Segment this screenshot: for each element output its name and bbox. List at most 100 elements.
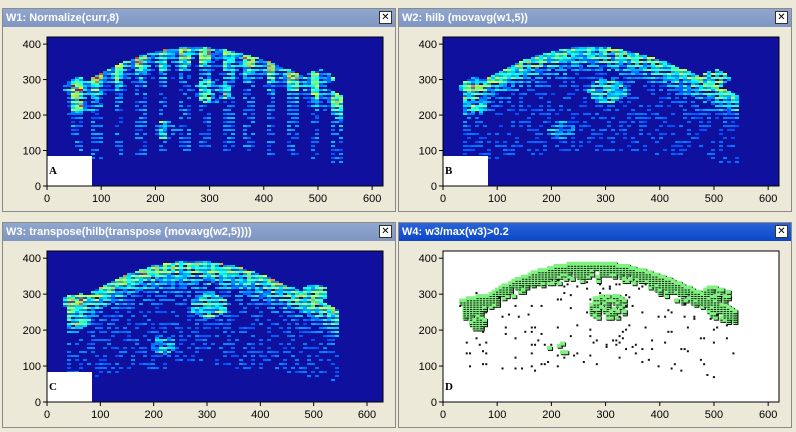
heatmap-cell — [595, 99, 599, 101]
heatmap-cell — [475, 141, 479, 143]
heatmap-cell — [711, 79, 715, 81]
heatmap-cell — [267, 299, 271, 301]
heatmap-cell — [331, 113, 335, 115]
heatmap-cell — [595, 105, 599, 107]
heatmap-cell — [591, 93, 595, 95]
heatmap-cell — [71, 101, 75, 103]
heatmap-cell — [687, 85, 691, 87]
heatmap-cell — [527, 67, 531, 69]
heatmap-cell — [699, 113, 703, 115]
heatmap-cell — [463, 107, 467, 109]
heatmap-cell — [327, 101, 331, 103]
heatmap-cell — [67, 83, 71, 85]
heatmap-cell — [203, 55, 207, 57]
heatmap-cell — [223, 301, 227, 303]
heatmap-cell — [699, 121, 703, 123]
heatmap-cell — [687, 145, 691, 147]
heatmap-cell — [627, 81, 631, 83]
heatmap-cell — [263, 359, 267, 361]
window-titlebar[interactable]: W1: Normalize(curr,8) — [3, 9, 395, 27]
heatmap-cell — [123, 285, 127, 287]
heatmap-cell — [643, 67, 647, 69]
heatmap-cell — [619, 91, 623, 93]
heatmap-cell — [75, 125, 79, 127]
heatmap-cell — [239, 359, 243, 361]
heatmap-cell — [79, 297, 83, 299]
heatmap-cell — [543, 57, 547, 59]
heatmap-cell — [79, 311, 83, 313]
mask-speck — [527, 313, 530, 316]
window-titlebar[interactable]: W2: hilb (movavg(w1,5)) — [399, 9, 791, 27]
heatmap-cell — [79, 315, 83, 317]
heatmap-cell — [103, 331, 107, 333]
heatmap-cell — [719, 149, 723, 151]
window-titlebar[interactable]: W4: w3/max(w3)>0.2 — [399, 223, 791, 241]
heatmap-cell — [487, 77, 491, 79]
heatmap-cell — [263, 291, 267, 293]
heatmap-cell — [247, 279, 251, 281]
heatmap-cell — [243, 109, 247, 111]
heatmap-cell — [243, 137, 247, 139]
heatmap-cell — [83, 103, 87, 105]
heatmap-cell — [103, 75, 107, 77]
heatmap-cell — [179, 105, 183, 107]
heatmap-cell — [91, 95, 95, 97]
heatmap-cell — [295, 133, 299, 135]
heatmap-cell — [79, 95, 83, 97]
close-icon[interactable]: ✕ — [379, 11, 392, 24]
window-titlebar[interactable]: W3: transpose(hilb(transpose (movavg(w2,… — [3, 223, 395, 241]
heatmap-cell — [99, 75, 103, 77]
heatmap-cell — [547, 61, 551, 63]
heatmap-cell — [603, 87, 607, 89]
mask-pixel — [524, 274, 530, 279]
heatmap-cell — [535, 133, 539, 135]
heatmap-cell — [203, 145, 207, 147]
heatmap-cell — [535, 109, 539, 111]
heatmap-cell — [199, 359, 203, 361]
heatmap-cell — [187, 97, 191, 99]
heatmap-cell — [687, 75, 691, 77]
heatmap-cell — [523, 93, 527, 95]
mask-pixel — [664, 294, 670, 299]
heatmap-cell — [159, 355, 163, 357]
heatmap-cell — [571, 77, 575, 79]
heatmap-cell — [571, 85, 575, 87]
close-icon[interactable]: ✕ — [775, 225, 788, 238]
heatmap-cell — [199, 297, 203, 299]
heatmap-cell — [119, 153, 123, 155]
heatmap-cell — [679, 89, 683, 91]
heatmap-cell — [523, 75, 527, 77]
heatmap-cell — [295, 323, 299, 325]
heatmap-cell — [79, 103, 83, 105]
heatmap-cell — [611, 141, 615, 143]
heatmap-cell — [107, 293, 111, 295]
heatmap-cell — [287, 69, 291, 71]
heatmap-cell — [203, 87, 207, 89]
heatmap-cell — [295, 371, 299, 373]
heatmap-cell — [307, 85, 311, 87]
heatmap-cell — [551, 61, 555, 63]
heatmap-cell — [327, 313, 331, 315]
heatmap-cell — [471, 89, 475, 91]
heatmap-cell — [479, 99, 483, 101]
heatmap-cell — [463, 129, 467, 131]
window-w2[interactable]: W2: hilb (movavg(w1,5)) ✕ B 0 100 200 300 400… — [398, 8, 792, 212]
close-icon[interactable]: ✕ — [775, 11, 788, 24]
heatmap-cell — [651, 57, 655, 59]
heatmap-cell — [143, 59, 147, 61]
heatmap-cells — [63, 261, 339, 381]
heatmap-cell — [155, 349, 159, 351]
window-w4[interactable]: W4: w3/max(w3)>0.2 ✕ D 0 100 200 300 400 500 60… — [398, 222, 792, 428]
window-w1[interactable]: W1: Normalize(curr,8) ✕ A 0 100 200 300 400 50… — [2, 8, 396, 212]
heatmap-cell — [207, 327, 211, 329]
heatmap-cell — [567, 49, 571, 51]
window-w3[interactable]: W3: transpose(hilb(transpose (movavg(w2,… — [2, 222, 396, 428]
heatmap-cell — [215, 319, 219, 321]
close-icon[interactable]: ✕ — [379, 225, 392, 238]
heatmap-cell — [671, 85, 675, 87]
heatmap-cell — [575, 149, 579, 151]
heatmap-cell — [91, 339, 95, 341]
heatmap-cell — [711, 87, 715, 89]
window-title: W4: w3/max(w3)>0.2 — [402, 226, 509, 238]
heatmap-cell — [179, 145, 183, 147]
